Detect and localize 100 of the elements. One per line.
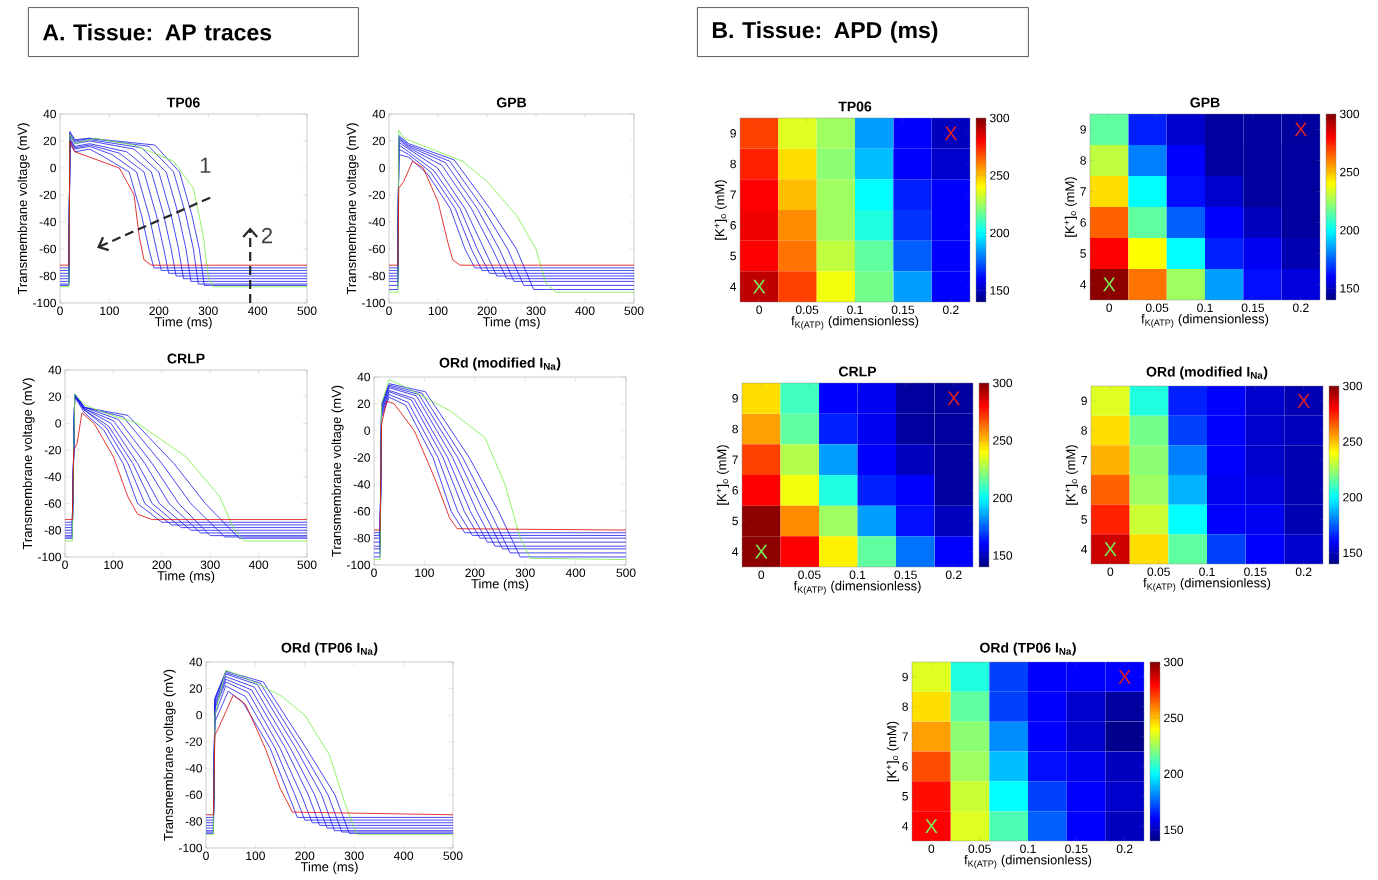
text: A. Tissue: AP traces xyxy=(42,23,272,41)
annotation: 2 xyxy=(261,227,273,244)
color-bar-label: 250 xyxy=(1164,713,1184,723)
x-tick-label: 400 xyxy=(247,306,268,316)
color-bar-label: 200 xyxy=(1340,225,1360,235)
x-tick-label: 100 xyxy=(246,851,265,861)
color-bar-label: 150 xyxy=(990,286,1010,295)
y-axis-title: Transmembrane voltage (mV) xyxy=(346,123,359,295)
color-bar-label: 300 xyxy=(1340,109,1360,119)
x-tick-label: 0.1 xyxy=(1020,844,1036,854)
x-tick-label: 400 xyxy=(248,560,269,570)
color-bar-label: 150 xyxy=(1343,548,1363,558)
y-tick-label: 8 xyxy=(1081,426,1087,435)
color-bar-label: 150 xyxy=(993,551,1013,560)
annotation: X xyxy=(1294,122,1308,137)
y-tick-label: -80 xyxy=(185,817,203,826)
y-tick-label: 4 xyxy=(1081,545,1088,554)
y-axis-title: [K$^{+}$]$_{o}$ (mM) xyxy=(1065,445,1078,505)
x-tick-label: 400 xyxy=(393,851,414,861)
y-axis-title: [K$^{+}$]$_{o}$ (mM) xyxy=(1064,177,1077,237)
y-axis-title: Transmembrane voltage (mV) xyxy=(331,385,344,557)
x-tick-label: 0.15 xyxy=(1241,303,1265,313)
y-tick-label: 9 xyxy=(902,672,908,682)
x-tick-label: 0.15 xyxy=(891,305,915,315)
color-bar-label: 150 xyxy=(1340,284,1360,293)
x-tick-label: 200 xyxy=(152,560,172,570)
y-axis-title: [K$^{+}$]$_{o}$ (mM) xyxy=(714,180,727,240)
x-tick-label: 0.15 xyxy=(1065,844,1088,854)
y-tick-label: 40 xyxy=(43,109,57,119)
x-tick-label: 100 xyxy=(428,306,448,316)
x-tick-label: 0.05 xyxy=(968,844,991,854)
y-tick-label: -60 xyxy=(353,507,371,516)
x-tick-label: 200 xyxy=(295,851,315,861)
y-tick-label: 6 xyxy=(732,486,738,495)
y-tick-label: 4 xyxy=(1080,280,1087,289)
y-tick-label: 8 xyxy=(732,424,738,434)
x-axis-title: Time (ms) xyxy=(471,578,529,591)
y-tick-label: 0 xyxy=(196,710,203,720)
y-tick-label: 7 xyxy=(902,732,908,741)
y-tick-label: 5 xyxy=(730,251,736,261)
annotation: X xyxy=(755,544,768,559)
y-tick-label: 40 xyxy=(189,657,203,667)
x-tick-label: 100 xyxy=(104,560,123,570)
annotation: X xyxy=(947,391,961,406)
y-tick-label: 20 xyxy=(43,136,57,146)
x-tick-label: 0.05 xyxy=(798,570,821,580)
y-tick-label: 20 xyxy=(357,399,371,409)
annotation: X xyxy=(944,126,958,141)
x-tick-label: 0.2 xyxy=(1116,844,1133,854)
y-tick-label: 40 xyxy=(372,109,386,119)
y-tick-label: 6 xyxy=(1081,485,1087,495)
y-tick-label: 0 xyxy=(364,426,371,435)
chart-title: CRLP xyxy=(167,353,205,364)
x-axis-title: f$_{K(ATP)}$ (dimensionless) xyxy=(1141,313,1269,328)
y-tick-label: 0 xyxy=(50,163,57,173)
color-bar-label: 300 xyxy=(1164,657,1184,667)
y-tick-label: 4 xyxy=(902,821,909,831)
y-tick-label: -100 xyxy=(361,298,386,308)
x-tick-label: 300 xyxy=(526,306,546,316)
x-tick-label: 500 xyxy=(616,568,636,578)
y-tick-label: -40 xyxy=(353,480,371,489)
y-tick-label: -40 xyxy=(39,217,57,227)
annotation: X xyxy=(1102,277,1116,292)
y-tick-label: 9 xyxy=(730,129,736,138)
color-bar-label: 250 xyxy=(990,171,1010,180)
x-tick-label: 500 xyxy=(297,560,317,570)
y-tick-label: -100 xyxy=(37,552,62,562)
y-tick-label: -80 xyxy=(39,271,57,281)
x-tick-label: 0 xyxy=(758,570,765,580)
y-axis-title: Transmembrane voltage (mV) xyxy=(22,378,35,550)
y-tick-label: 7 xyxy=(730,190,736,199)
x-tick-label: 0 xyxy=(1106,303,1113,313)
x-tick-label: 300 xyxy=(200,560,220,570)
x-tick-label: 100 xyxy=(415,568,434,578)
x-tick-label: 0 xyxy=(1107,567,1114,577)
annotation: X xyxy=(925,819,938,833)
chart-title: GPB xyxy=(1190,97,1220,108)
y-tick-label: 8 xyxy=(1080,156,1086,165)
x-axis-title: f$_{K(ATP)}$ (dimensionless) xyxy=(791,315,919,330)
y-tick-label: -40 xyxy=(44,472,62,482)
x-tick-label: 0.2 xyxy=(942,305,959,315)
color-bar-label: 200 xyxy=(1343,492,1363,502)
color-bar-label: 250 xyxy=(1343,437,1363,446)
y-axis-title: [K$^{+}$]$_{o}$ (mM) xyxy=(886,721,899,782)
y-tick-label: 5 xyxy=(1081,515,1087,524)
y-tick-label: 7 xyxy=(1080,187,1086,196)
y-tick-label: 6 xyxy=(902,762,908,771)
chart-title: ORd (TP06 I$_{Na}$) xyxy=(281,642,378,656)
x-tick-label: 0.2 xyxy=(945,570,962,580)
color-bar-label: 150 xyxy=(1164,825,1184,835)
x-tick-label: 100 xyxy=(100,306,119,316)
y-tick-label: -60 xyxy=(44,499,62,508)
y-tick-label: 20 xyxy=(189,684,203,693)
color-bar-label: 250 xyxy=(1340,167,1360,177)
y-tick-label: 20 xyxy=(372,136,386,146)
y-axis-title: Transmembrane voltage (mV) xyxy=(17,123,30,295)
y-tick-label: 0 xyxy=(379,163,386,173)
annotation: X xyxy=(752,279,766,294)
annotation: X xyxy=(1297,393,1310,408)
x-tick-label: 0.1 xyxy=(847,305,863,315)
